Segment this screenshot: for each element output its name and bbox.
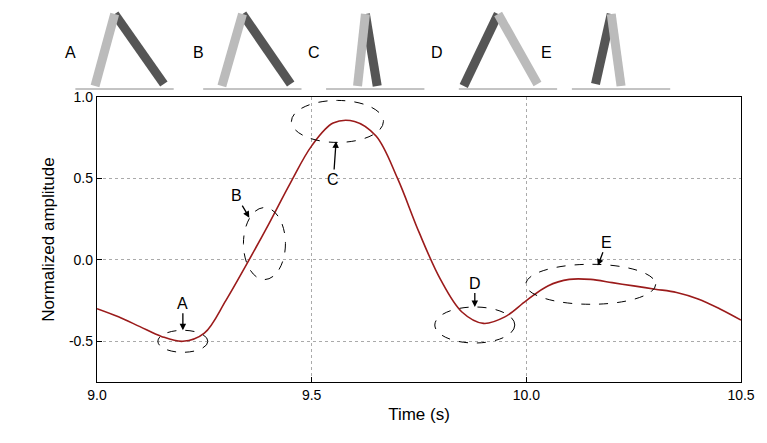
svg-text:C: C xyxy=(308,44,320,61)
svg-text:Normalized amplitude: Normalized amplitude xyxy=(39,157,58,321)
svg-text:A: A xyxy=(177,295,188,312)
svg-text:10.5: 10.5 xyxy=(727,387,754,403)
svg-text:Time (s): Time (s) xyxy=(388,405,450,424)
svg-text:-0.5: -0.5 xyxy=(69,333,93,349)
svg-text:D: D xyxy=(431,44,443,61)
svg-text:0.0: 0.0 xyxy=(74,252,94,268)
svg-text:E: E xyxy=(541,44,552,61)
svg-text:9.5: 9.5 xyxy=(302,387,322,403)
svg-text:1.0: 1.0 xyxy=(74,89,94,105)
svg-text:C: C xyxy=(327,171,339,188)
svg-text:D: D xyxy=(469,275,481,292)
svg-text:0.5: 0.5 xyxy=(74,170,94,186)
svg-text:10.0: 10.0 xyxy=(513,387,540,403)
svg-text:B: B xyxy=(193,44,204,61)
svg-text:E: E xyxy=(601,234,612,251)
svg-text:A: A xyxy=(65,44,76,61)
svg-text:B: B xyxy=(231,187,242,204)
svg-text:9.0: 9.0 xyxy=(87,387,107,403)
